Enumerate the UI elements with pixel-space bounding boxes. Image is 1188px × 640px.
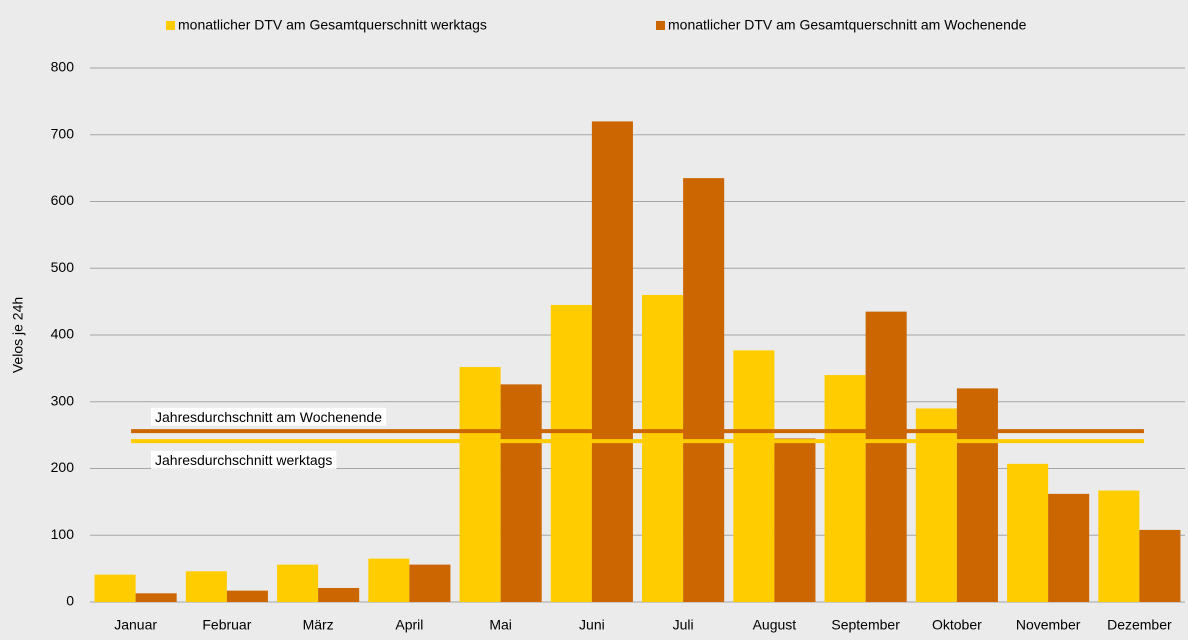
x-tick-label: Juli <box>673 617 694 633</box>
bar <box>368 558 410 602</box>
x-tick-label: September <box>831 617 900 633</box>
x-tick-label: August <box>753 617 797 633</box>
bar <box>1007 463 1049 602</box>
bar <box>591 121 633 603</box>
bar <box>94 574 136 602</box>
y-tick-label: 700 <box>51 125 75 141</box>
bar <box>1139 529 1181 602</box>
legend-label: monatlicher DTV am Gesamtquerschnitt wer… <box>178 17 487 33</box>
bar <box>277 564 319 602</box>
y-tick-label: 0 <box>66 593 74 609</box>
bar <box>733 350 775 602</box>
legend-swatch <box>656 21 665 30</box>
bar <box>185 571 227 602</box>
bar <box>956 388 998 602</box>
x-tick-label: Dezember <box>1107 617 1172 633</box>
y-tick-label: 300 <box>51 392 75 408</box>
y-axis-label: Velos je 24h <box>10 297 26 373</box>
bar <box>318 587 360 602</box>
bar <box>135 593 177 602</box>
legend-swatch <box>166 21 175 30</box>
y-tick-label: 400 <box>51 326 75 342</box>
y-tick-label: 200 <box>51 459 75 475</box>
x-tick-label: April <box>395 617 423 633</box>
bar <box>459 367 501 602</box>
bar <box>500 384 542 602</box>
y-tick-label: 800 <box>51 59 75 75</box>
x-tick-label: Juni <box>579 617 605 633</box>
x-tick-label: Mai <box>489 617 512 633</box>
x-tick-label: November <box>1016 617 1081 633</box>
reference-label-bg <box>151 407 387 426</box>
reference-label: Jahresdurchschnitt werktags <box>155 452 332 468</box>
bar <box>642 294 684 602</box>
bar <box>1048 493 1090 602</box>
y-tick-label: 600 <box>51 192 75 208</box>
reference-label-bg <box>151 450 337 469</box>
x-tick-label: Januar <box>114 617 157 633</box>
x-tick-label: Februar <box>202 617 251 633</box>
bar <box>1098 490 1140 602</box>
bar <box>226 590 268 602</box>
y-tick-label: 100 <box>51 526 75 542</box>
x-tick-label: März <box>303 617 334 633</box>
y-tick-label: 500 <box>51 259 75 275</box>
x-tick-label: Oktober <box>932 617 982 633</box>
bar <box>865 311 907 602</box>
bar <box>824 375 866 602</box>
bar <box>409 564 451 602</box>
bar <box>774 438 816 602</box>
bar <box>550 304 592 602</box>
legend-label: monatlicher DTV am Gesamtquerschnitt am … <box>668 17 1027 33</box>
bar <box>915 408 957 602</box>
reference-label: Jahresdurchschnitt am Wochenende <box>155 409 382 425</box>
bar <box>683 178 725 602</box>
